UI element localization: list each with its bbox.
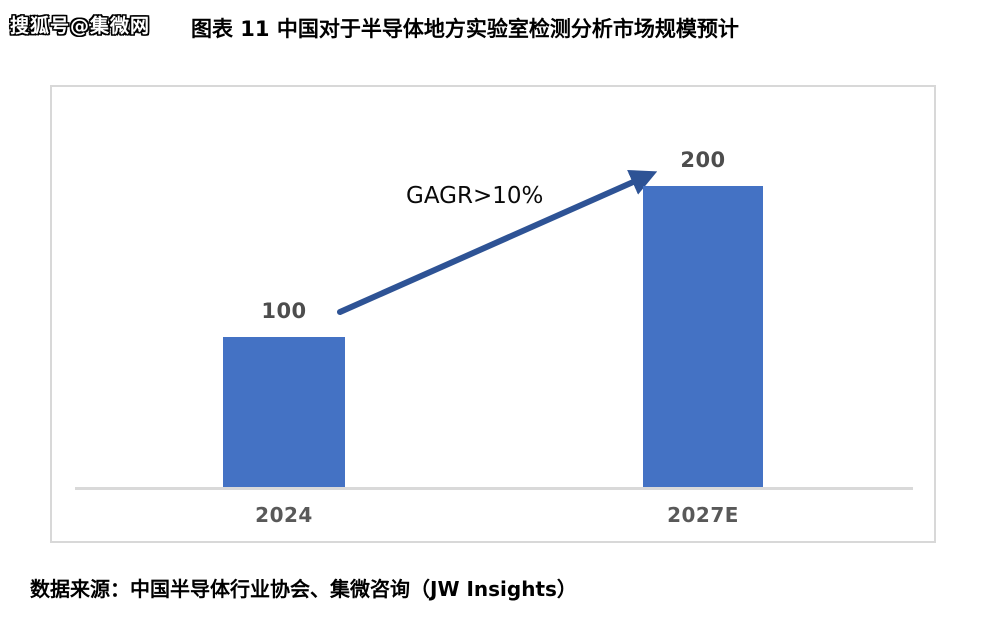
x-tick-2027e: 2027E <box>667 503 739 527</box>
data-source: 数据来源：中国半导体行业协会、集微咨询（JW Insights） <box>30 577 577 601</box>
x-tick-2024: 2024 <box>255 503 313 527</box>
value-label-2027e: 200 <box>680 148 726 172</box>
chart-title: 图表 11 中国对于半导体地方实验室检测分析市场规模预计 <box>191 17 739 41</box>
watermark: 搜狐号@集微网 <box>10 15 151 37</box>
growth-arrow-icon <box>337 169 658 315</box>
bar-2027e <box>643 186 763 489</box>
cagr-annotation: GAGR>10% <box>406 183 544 209</box>
value-label-2024: 100 <box>261 299 307 323</box>
x-axis-line <box>75 487 913 490</box>
bar-2024 <box>223 337 345 489</box>
chart-panel: GAGR>10% 100 200 2024 2027E <box>50 85 936 543</box>
